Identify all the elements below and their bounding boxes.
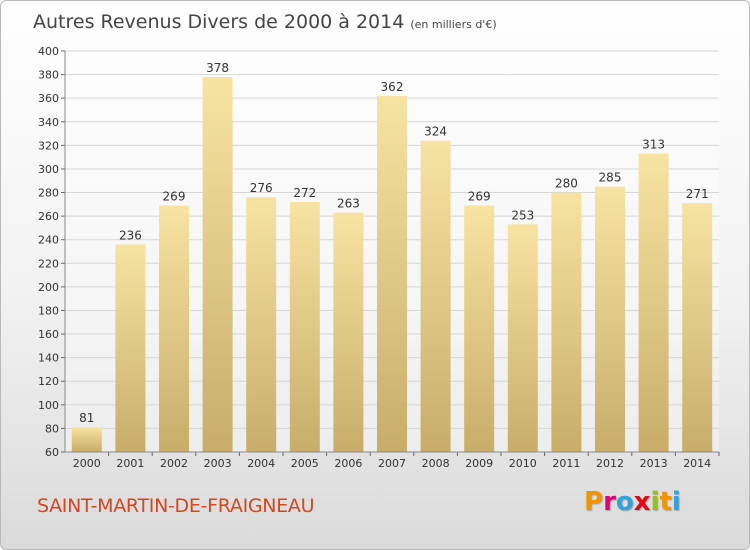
- data-label: 271: [686, 187, 709, 201]
- bar: [551, 192, 582, 452]
- data-label: 236: [119, 228, 142, 242]
- x-tick-label: 2011: [552, 457, 580, 470]
- bar: [159, 205, 189, 452]
- data-label: 263: [337, 197, 360, 211]
- y-tick-label: 120: [38, 375, 59, 388]
- y-tick-label: 60: [45, 446, 59, 459]
- y-tick-label: 380: [38, 69, 59, 82]
- data-label: 378: [206, 61, 229, 75]
- chart-title-block: Autres Revenus Divers de 2000 à 2014 (en …: [33, 11, 497, 33]
- data-label: 313: [642, 138, 665, 152]
- x-tick-label: 2013: [640, 457, 668, 470]
- x-tick-label: 2005: [291, 457, 319, 470]
- data-label: 324: [424, 125, 447, 139]
- data-label: 285: [599, 171, 622, 185]
- y-tick-label: 220: [38, 257, 59, 270]
- bar: [71, 427, 102, 452]
- y-tick-label: 340: [38, 116, 59, 129]
- logo-letter: r: [603, 487, 616, 517]
- logo-letter: o: [615, 487, 634, 517]
- bar: [638, 153, 669, 452]
- bar: [377, 95, 407, 452]
- x-tick-label: 2010: [509, 457, 537, 470]
- logo-letter: P: [584, 487, 604, 517]
- x-tick-label: 2003: [204, 457, 232, 470]
- logo-letter: i: [671, 487, 681, 517]
- bar: [464, 205, 495, 452]
- x-tick-label: 2009: [465, 457, 493, 470]
- x-tick-label: 2004: [247, 457, 275, 470]
- y-tick-label: 360: [38, 92, 59, 105]
- bar: [595, 186, 625, 452]
- x-tick-label: 2001: [116, 457, 144, 470]
- x-tick-label: 2000: [73, 457, 101, 470]
- chart-title: Autres Revenus Divers de 2000 à 2014: [33, 11, 405, 33]
- bar: [289, 201, 320, 452]
- bar: [682, 203, 713, 452]
- y-tick-label: 100: [38, 399, 59, 412]
- y-tick-label: 300: [38, 163, 59, 176]
- bar: [115, 244, 146, 452]
- x-tick-label: 2008: [422, 457, 450, 470]
- x-tick-label: 2014: [683, 457, 711, 470]
- logo-letter: i: [650, 487, 660, 517]
- bar: [507, 224, 538, 452]
- data-label: 272: [293, 186, 316, 200]
- bar: [246, 197, 277, 452]
- data-label: 280: [555, 177, 578, 191]
- x-tick-label: 2002: [160, 457, 188, 470]
- data-label: 269: [163, 190, 186, 204]
- data-label: 253: [511, 208, 534, 222]
- bar: [202, 76, 233, 453]
- y-tick-label: 400: [38, 45, 59, 58]
- y-tick-label: 280: [38, 187, 59, 200]
- y-tick-label: 180: [38, 304, 59, 317]
- data-label: 81: [79, 411, 94, 425]
- y-tick-label: 240: [38, 234, 59, 247]
- proxiti-logo: Proxiti: [584, 487, 681, 517]
- data-label: 362: [381, 80, 404, 94]
- y-tick-label: 260: [38, 210, 59, 223]
- bar: [333, 212, 364, 452]
- y-tick-label: 200: [38, 281, 59, 294]
- y-tick-label: 320: [38, 139, 59, 152]
- x-tick-label: 2006: [334, 457, 362, 470]
- commune-name: SAINT-MARTIN-DE-FRAIGNEAU: [37, 495, 315, 517]
- logo-letter: t: [659, 487, 672, 517]
- chart-unit: (en milliers d'€): [410, 18, 497, 31]
- x-tick-label: 2007: [378, 457, 406, 470]
- bar: [420, 140, 451, 452]
- logo-letter: x: [633, 487, 651, 517]
- y-tick-label: 160: [38, 328, 59, 341]
- y-tick-label: 140: [38, 352, 59, 365]
- data-label: 276: [250, 181, 273, 195]
- y-tick-label: 80: [45, 422, 59, 435]
- x-tick-label: 2012: [596, 457, 624, 470]
- data-label: 269: [468, 190, 491, 204]
